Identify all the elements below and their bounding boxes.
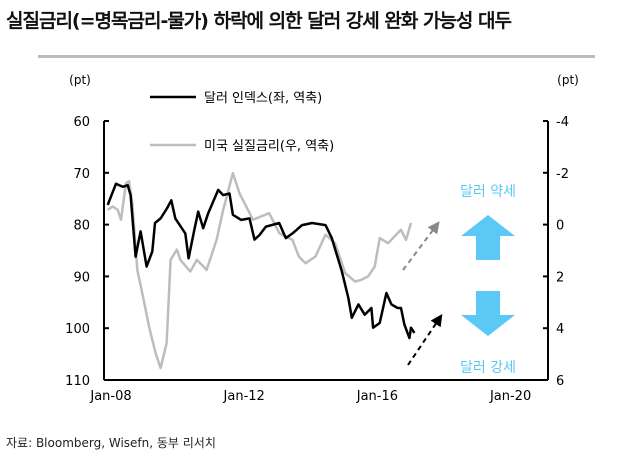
right-axis-unit: (pt) xyxy=(557,73,579,87)
grey-dashed-arrow xyxy=(402,221,440,271)
left-tick-label: 60 xyxy=(73,115,90,130)
page-title: 실질금리(=명목금리-물가) 하락에 의한 달러 강세 완화 가능성 대두 xyxy=(6,10,512,32)
left-tick-label: 90 xyxy=(73,270,90,285)
left-tick-label: 110 xyxy=(65,374,90,389)
up-arrow-icon xyxy=(461,215,515,260)
left-tick-label: 70 xyxy=(73,167,90,182)
x-tick-label: Jan-16 xyxy=(356,389,398,404)
x-tick-label: Jan-08 xyxy=(89,389,131,404)
chart: (pt) (pt) 달러 인덱스(좌, 역축) 미국 실질금리(우, 역축) 6… xyxy=(65,73,579,404)
dollar-index-line xyxy=(106,182,416,340)
right-tick-label: 4 xyxy=(556,322,564,337)
black-dashed-arrow xyxy=(407,314,443,366)
source-note: 자료: Bloomberg, Wisefn, 동부 리서치 xyxy=(6,436,216,450)
legend-label-dollar: 달러 인덱스(좌, 역축) xyxy=(204,91,322,106)
dollar-strong-label: 달러 강세 xyxy=(460,360,516,376)
dollar-weak-label: 달러 약세 xyxy=(460,184,516,200)
legend-label-real-rate: 미국 실질금리(우, 역축) xyxy=(204,139,334,154)
real-rate-line xyxy=(107,171,413,370)
right-tick-label: 2 xyxy=(556,270,564,285)
right-tick-label: 0 xyxy=(556,219,564,234)
left-tick-label: 100 xyxy=(65,322,90,337)
right-tick-label: -4 xyxy=(556,115,569,130)
right-tick-label: -2 xyxy=(556,167,569,182)
left-tick-label: 80 xyxy=(73,219,90,234)
left-axis-unit: (pt) xyxy=(69,73,91,87)
title-divider xyxy=(38,55,595,58)
right-tick-label: 6 xyxy=(556,374,564,389)
x-tick-label: Jan-20 xyxy=(489,389,531,404)
down-arrow-icon xyxy=(461,291,515,336)
x-tick-label: Jan-12 xyxy=(223,389,265,404)
